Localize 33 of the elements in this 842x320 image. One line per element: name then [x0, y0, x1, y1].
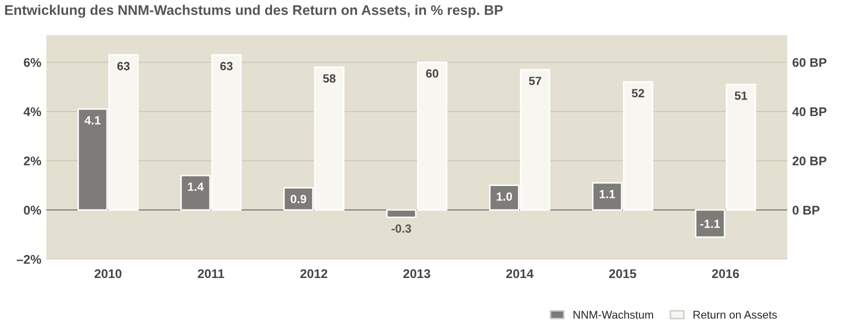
data-label: 52: [632, 89, 644, 98]
x-tick-label: 2016: [712, 269, 739, 278]
y2-tick-label: 40 BP: [792, 107, 826, 116]
y-tick-label: 0%: [24, 206, 42, 215]
x-tick-label: 2012: [300, 269, 328, 278]
data-label: 1.4: [188, 182, 204, 191]
x-tick-label: 2011: [198, 269, 224, 278]
x-tick-label: 2015: [609, 269, 636, 278]
data-label: 4.1: [84, 116, 100, 124]
y2-tick-label: 60 BP: [792, 58, 826, 67]
y2-tick-label: 20 BP: [792, 156, 826, 166]
y2-tick-label: 0 BP: [792, 206, 820, 215]
data-label: 63: [117, 62, 130, 70]
y-tick-label: 6%: [24, 58, 42, 67]
data-label: -0.3: [392, 224, 412, 233]
data-label: 51: [734, 92, 748, 100]
data-label: 1.1: [600, 190, 616, 198]
data-label: 57: [528, 76, 542, 86]
y-tick-label: 4%: [24, 107, 42, 116]
x-tick-label: 2014: [506, 269, 534, 278]
x-tick-label: 2010: [94, 269, 122, 278]
data-label: 63: [220, 62, 233, 70]
y-tick-label: 2%: [24, 156, 42, 166]
legend-label: NNM-Wachstum: [574, 310, 654, 319]
y-tick-label: –2%: [16, 255, 42, 264]
x-tick-label: 2013: [403, 269, 430, 278]
data-label: 1.0: [496, 192, 512, 201]
data-label: -1.1: [700, 220, 720, 228]
data-label: 58: [323, 74, 336, 83]
data-label: 0.9: [290, 194, 306, 204]
data-label: 60: [426, 69, 438, 78]
chart-title: Entwicklung des NNM-Wachstums und des Return on Assets, in % resp. BP: [5, 4, 503, 18]
legend-label: Return on Assets: [694, 310, 777, 319]
